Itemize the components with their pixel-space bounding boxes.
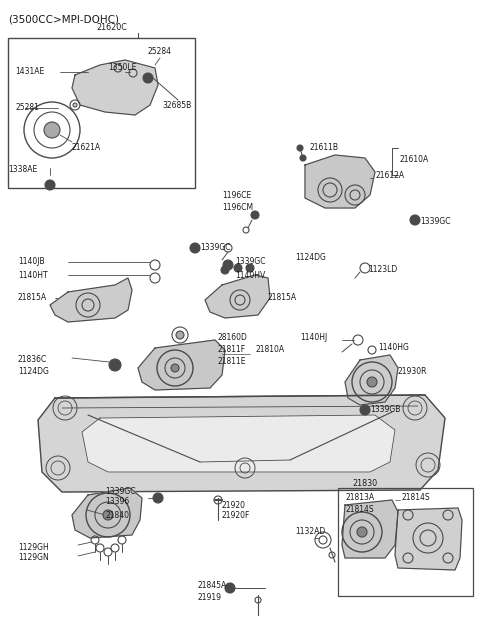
Text: 1140HG: 1140HG <box>378 343 409 352</box>
Text: 21610A: 21610A <box>400 155 429 164</box>
Circle shape <box>143 73 153 83</box>
Text: 13396: 13396 <box>105 498 129 507</box>
Circle shape <box>297 145 303 151</box>
Text: 32685B: 32685B <box>162 101 191 110</box>
Circle shape <box>103 510 113 520</box>
Text: 1123LD: 1123LD <box>368 266 397 275</box>
Text: 21919: 21919 <box>198 593 222 602</box>
Text: 21920F: 21920F <box>222 510 251 519</box>
Text: 21612A: 21612A <box>375 171 404 180</box>
Text: 21930R: 21930R <box>398 367 428 376</box>
Polygon shape <box>342 500 398 558</box>
Text: 21815A: 21815A <box>268 293 297 302</box>
Text: 21836C: 21836C <box>18 356 47 365</box>
Text: 1124DG: 1124DG <box>18 367 49 376</box>
Bar <box>338 488 473 596</box>
Text: 1196CM: 1196CM <box>222 204 253 213</box>
Text: 1339GC: 1339GC <box>420 218 451 227</box>
Text: 1132AD: 1132AD <box>295 528 325 537</box>
Polygon shape <box>305 155 375 208</box>
Text: 21845A: 21845A <box>198 582 227 591</box>
Circle shape <box>300 155 306 161</box>
Text: 21811F: 21811F <box>218 345 246 354</box>
Text: 21621A: 21621A <box>72 144 101 153</box>
Circle shape <box>190 243 200 253</box>
Text: 1339GC: 1339GC <box>105 487 135 496</box>
Circle shape <box>109 359 121 371</box>
Text: 1129GN: 1129GN <box>18 553 49 562</box>
Text: 1339GB: 1339GB <box>370 406 400 415</box>
Bar <box>8 38 195 188</box>
Circle shape <box>44 122 60 138</box>
Text: 21813A: 21813A <box>345 494 374 503</box>
Polygon shape <box>82 415 395 472</box>
Text: 21920: 21920 <box>222 501 246 510</box>
Circle shape <box>251 211 259 219</box>
Text: 1339GC: 1339GC <box>235 257 265 266</box>
Text: 1339GC: 1339GC <box>200 243 230 252</box>
Text: 21814S: 21814S <box>402 494 431 503</box>
Text: 1140HV: 1140HV <box>235 270 265 279</box>
Circle shape <box>225 583 235 593</box>
Text: 1140JB: 1140JB <box>18 257 45 266</box>
Polygon shape <box>138 340 225 390</box>
Text: 21811E: 21811E <box>218 358 247 367</box>
Polygon shape <box>38 395 445 492</box>
Text: 1338AE: 1338AE <box>8 166 37 175</box>
Circle shape <box>153 493 163 503</box>
Circle shape <box>45 180 55 190</box>
Text: 21830: 21830 <box>352 478 377 487</box>
Circle shape <box>234 264 242 272</box>
Circle shape <box>73 103 77 107</box>
Text: 28160D: 28160D <box>218 333 248 342</box>
Text: 21814S: 21814S <box>345 505 373 514</box>
Circle shape <box>410 215 420 225</box>
Circle shape <box>223 260 233 270</box>
Text: (3500CC>MPI-DOHC): (3500CC>MPI-DOHC) <box>8 14 119 24</box>
Text: 21815A: 21815A <box>18 293 47 302</box>
Text: 1350LE: 1350LE <box>108 62 136 71</box>
Text: 1196CE: 1196CE <box>222 191 251 200</box>
Polygon shape <box>72 488 142 538</box>
Text: 1124DG: 1124DG <box>295 254 326 263</box>
Text: 21840: 21840 <box>105 510 129 519</box>
Circle shape <box>357 527 367 537</box>
Text: 25284: 25284 <box>148 48 172 56</box>
Circle shape <box>176 331 184 339</box>
Polygon shape <box>50 278 132 322</box>
Circle shape <box>221 266 229 274</box>
Text: 1431AE: 1431AE <box>15 67 44 76</box>
Polygon shape <box>395 508 462 570</box>
Text: 1140HJ: 1140HJ <box>300 333 327 342</box>
Polygon shape <box>205 275 270 318</box>
Text: 21620C: 21620C <box>96 24 127 33</box>
Text: 1129GH: 1129GH <box>18 544 49 553</box>
Polygon shape <box>72 60 158 115</box>
Circle shape <box>246 264 254 272</box>
Text: 25281: 25281 <box>15 103 39 112</box>
Polygon shape <box>345 355 398 405</box>
Text: 21810A: 21810A <box>255 345 284 354</box>
Circle shape <box>360 405 370 415</box>
Text: 21611B: 21611B <box>310 144 339 153</box>
Circle shape <box>171 364 179 372</box>
Circle shape <box>367 377 377 387</box>
Text: 1140HT: 1140HT <box>18 270 48 279</box>
